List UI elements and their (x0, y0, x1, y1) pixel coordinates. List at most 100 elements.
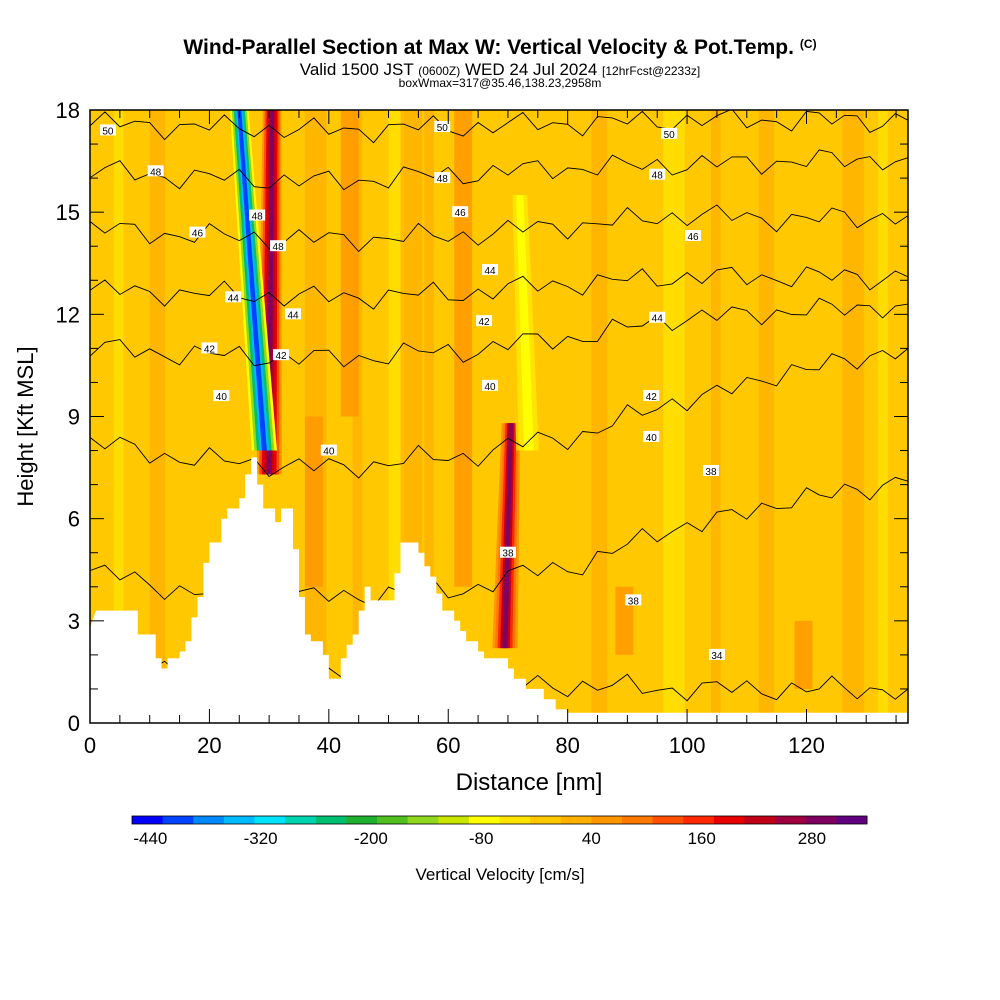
colorbar-swatch (162, 816, 194, 824)
y-tick-label: 9 (68, 405, 80, 430)
colorbar-swatch (622, 816, 654, 824)
contour-label-bg (649, 168, 666, 180)
contour-label-bg (285, 308, 302, 320)
colorbar-swatch (499, 816, 531, 824)
field-band (794, 620, 813, 689)
field-band (424, 110, 434, 723)
colorbar-swatch (744, 816, 776, 824)
copyright-mark: (C) (799, 37, 817, 51)
colorbar-swatch (683, 816, 715, 824)
field-band (149, 110, 166, 723)
colorbar-swatch (285, 816, 317, 824)
contour-label: 34 (711, 651, 723, 662)
y-tick-label: 15 (56, 200, 80, 225)
downdraft-core (517, 195, 532, 451)
contour-label-bg (708, 648, 725, 660)
y-tick-label: 3 (68, 609, 80, 634)
colorbar-swatch (254, 816, 286, 824)
colorbar-tick-label: -80 (469, 829, 494, 848)
contour-label-bg (702, 464, 719, 476)
x-tick-label: 0 (84, 733, 96, 758)
colorbar-swatch (836, 816, 868, 824)
contour-label: 46 (192, 229, 204, 240)
field-band (454, 110, 473, 587)
x-tick-label: 40 (317, 733, 341, 758)
contour-50 (90, 110, 908, 144)
contour-label-bg (625, 594, 642, 606)
contour-label-bg (273, 349, 290, 361)
contour-label: 40 (646, 433, 658, 444)
colorbar-swatch (315, 816, 347, 824)
x-tick-label: 100 (669, 733, 706, 758)
colorbar-swatch (346, 816, 378, 824)
x-tick-label: 80 (555, 733, 579, 758)
colorbar-swatch (132, 816, 164, 824)
colorbar-swatch (775, 816, 807, 824)
chart-title: Wind-Parallel Section at Max W: Vertical… (183, 36, 817, 59)
contour-label-bg (452, 206, 469, 218)
contour-label-bg (649, 311, 666, 323)
contour-label: 40 (484, 382, 496, 393)
field-band (758, 110, 775, 723)
contour-label-bg (249, 209, 266, 221)
colorbar-swatch (591, 816, 623, 824)
terrain (90, 457, 908, 723)
x-tick-label: 60 (436, 733, 460, 758)
colorbar-tick-label: -320 (244, 829, 278, 848)
colorbar-tick-label: 280 (798, 829, 826, 848)
contour-46 (90, 204, 908, 253)
contour-40 (90, 348, 908, 479)
contour-label: 48 (252, 212, 264, 223)
contour-label-bg (99, 124, 116, 136)
colorbar-swatch (377, 816, 409, 824)
contour-label-bg (320, 444, 337, 456)
field-band (340, 110, 359, 417)
contour-label-bg (643, 390, 660, 402)
contour-label-bg (476, 315, 493, 327)
colorbar-swatch (560, 816, 592, 824)
colorbar-swatch (805, 816, 837, 824)
contour-label-bg (434, 121, 451, 133)
contour-label-bg (482, 379, 499, 391)
contour-label-bg (643, 430, 660, 442)
contour-label: 50 (664, 130, 676, 141)
contour-label-bg (147, 165, 164, 177)
colorbar-frame (131, 815, 868, 825)
colorbar-tick-label: -440 (133, 829, 167, 848)
field-band (878, 110, 888, 723)
y-tick-label: 12 (56, 302, 80, 327)
field-band (591, 110, 608, 723)
downdraft-core (237, 110, 267, 451)
updraft-core (502, 423, 513, 649)
contour-label: 48 (437, 174, 449, 185)
field-band (304, 416, 323, 587)
field-band (842, 110, 864, 723)
contour-label-bg (661, 127, 678, 139)
contour-label: 40 (216, 392, 228, 403)
colorbar-swatch (193, 816, 225, 824)
y-tick-label: 0 (68, 711, 80, 736)
colorbar-tick-label: 40 (582, 829, 601, 848)
contour-42 (90, 297, 908, 368)
contour-label: 42 (276, 351, 288, 362)
field-band (388, 110, 405, 723)
colorbar-swatch (438, 816, 470, 824)
colorbar-swatch (223, 816, 255, 824)
x-tick-label: 120 (788, 733, 825, 758)
field-band (663, 110, 685, 723)
contour-44 (90, 266, 908, 310)
contour-label: 44 (484, 266, 496, 277)
y-tick-label: 18 (56, 98, 80, 123)
contour-label: 46 (455, 208, 467, 219)
colorbar-label: Vertical Velocity [cm/s] (415, 865, 584, 884)
pot-temp-contours: 50 48 46 44 42 40 48 48 44 42 40 50 48 46 44 42 40 38 50 48… (90, 110, 908, 702)
x-axis-label: Distance [nm] (456, 769, 603, 796)
contour-label: 48 (273, 242, 285, 253)
contour-label-bg (434, 172, 451, 184)
y-tick-label: 6 (68, 507, 80, 532)
x-tick-label: 20 (197, 733, 221, 758)
field-band (113, 110, 124, 723)
contour-label: 44 (228, 293, 240, 304)
colorbar-tick-label: -200 (354, 829, 388, 848)
